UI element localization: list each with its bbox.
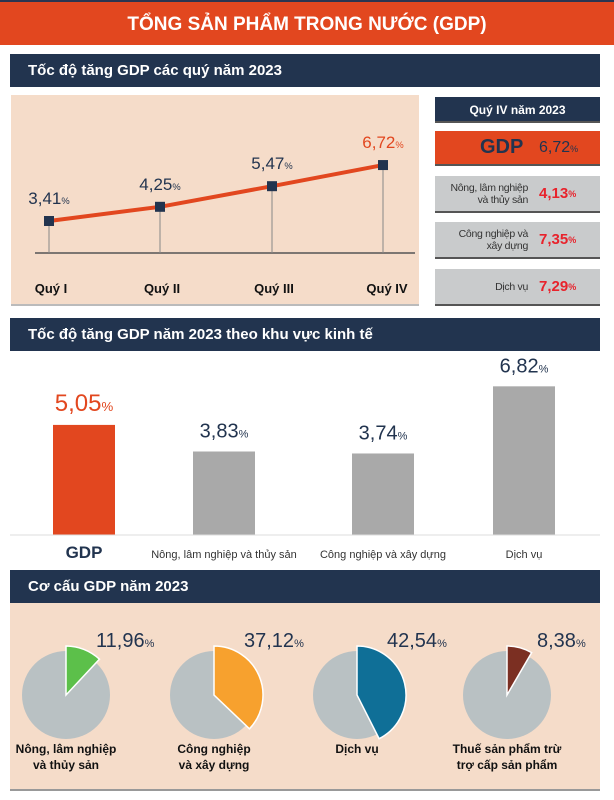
pie-slice [213,645,264,730]
data-point [378,160,388,171]
section-header-structure: Cơ cấu GDP năm 2023 [10,570,600,603]
data-label: 6,82% [500,355,549,377]
q4-row-agriculture: Nông, lâm nghiệp và thủy sản 4,13% [435,176,600,213]
series-line [48,163,384,223]
pie-category-label: Dịch vụ [335,742,378,756]
data-label: 5,47% [251,154,292,173]
data-label: 3,74% [359,422,408,444]
section-header-sectors: Tốc độ tăng GDP năm 2023 theo khu vực ki… [10,318,600,351]
data-label: 3,83% [200,421,249,443]
pie-value-label: 37,12% [244,630,304,652]
x-tick-label: GDP [66,543,103,562]
pct-sign: % [570,144,579,154]
q4-gdp-label: GDP [480,136,524,158]
pct-sign: % [568,281,577,292]
pie-charts: 11,96% Nông, lâm nghiệp và thủy sản 37,12% C… [16,630,586,772]
data-label: 4,25% [139,175,180,194]
x-tick-label: Quý II [144,281,180,296]
bar [193,451,255,535]
pie-slice [506,645,533,698]
q4-gdp-number: 6,72 [539,139,571,156]
q4-header: Quý IV năm 2023 [435,97,600,123]
pie-value-label: 8,38% [537,630,586,652]
bar [493,386,555,535]
pie-value-label: 42,54% [387,630,447,652]
pct-sign: % [568,188,577,199]
q4-row-value: 7,29% [539,269,576,304]
q4-row-value: 4,13% [539,176,576,211]
q4-row-label: Dịch vụ [495,280,528,293]
data-point [44,216,54,226]
pie-category-label: Nông, lâm nghiệp và thủy sản [16,742,117,772]
pie-category-label: Công nghiệp và xây dựng [177,742,250,772]
q4-row-industry: Công nghiệp và xây dựng 7,35% [435,222,600,259]
x-tick-label: Dịch vụ [506,549,543,561]
pie-slice [65,645,101,697]
pie-value-label: 11,96% [96,630,155,652]
pie-category-label: Thuế sản phẩm trừ trợ cấp sản phẩm [453,742,562,772]
q4-gdp-value: 6,72% [539,139,578,157]
data-label: 6,72% [362,133,403,152]
q4-gdp-box: GDP 6,72% [435,131,600,166]
line-chart: 3,41% Quý I 4,25% Quý II 5,47% Quý III 6,72% Qu… [28,133,415,296]
pie-panel: 11,96% Nông, lâm nghiệp và thủy sản 37,12% C… [10,603,600,791]
bar [352,453,414,535]
bar [53,424,115,535]
x-tick-label: Quý IV [366,281,408,296]
page-title: TỔNG SẢN PHẨM TRONG NƯỚC (GDP) [0,0,614,45]
data-point [155,201,165,212]
q4-row-label: Nông, lâm nghiệp và thủy sản [450,181,528,206]
line-chart-panel: 3,41% Quý I 4,25% Quý II 5,47% Quý III 6,72% Qu… [11,95,419,306]
x-tick-label: Quý I [35,281,68,296]
bar-chart: 5,05% GDP 3,83% Nông, lâm nghiệp và thủy sả… [10,355,600,562]
q4-row-number: 7,35 [539,231,569,248]
q4-row-label: Công nghiệp và xây dựng [458,227,529,252]
data-point [267,181,277,192]
section-header-quarterly: Tốc độ tăng GDP các quý năm 2023 [10,54,600,87]
x-tick-label: Nông, lâm nghiệp và thủy sản [151,549,297,561]
data-label: 3,41% [28,189,69,208]
q4-row-number: 7,29 [539,278,569,295]
q4-row-value: 7,35% [539,222,576,257]
pct-sign: % [568,234,577,245]
q4-row-services: Dịch vụ 7,29% [435,269,600,306]
x-tick-label: Quý III [254,281,294,296]
q4-row-number: 4,13 [539,185,569,202]
pie-slice [356,645,407,740]
data-label: 5,05% [55,390,114,417]
x-tick-label: Công nghiệp và xây dựng [320,549,446,561]
